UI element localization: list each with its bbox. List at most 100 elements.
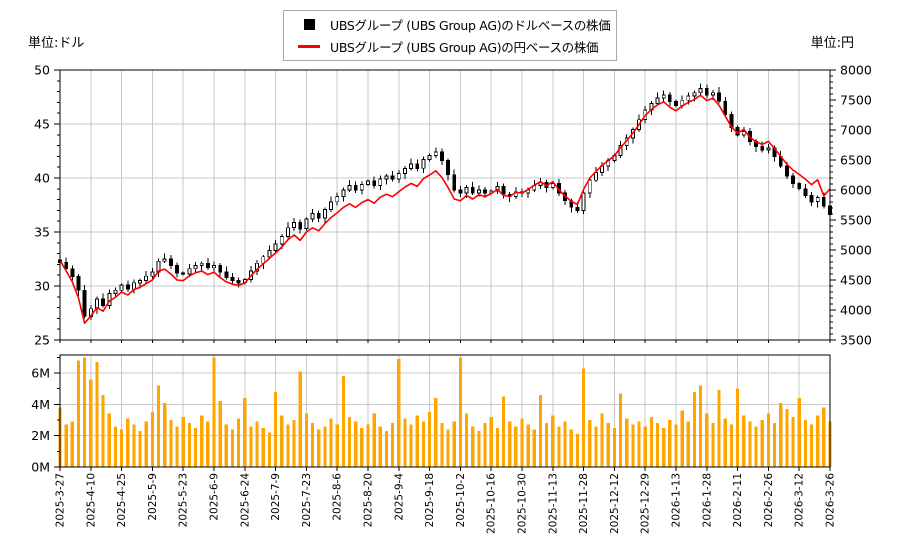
volume-bar xyxy=(95,362,99,467)
volume-bar xyxy=(89,379,93,467)
tick-label: 2025-6-9 xyxy=(209,473,221,521)
tick-label: 2026-3-26 xyxy=(825,473,837,528)
volume-bar xyxy=(545,423,549,467)
volume-bar xyxy=(434,398,438,467)
candle xyxy=(421,159,426,169)
volume-bar xyxy=(391,423,395,467)
legend-usd-label: UBSグループ (UBS Group AG)のドルベースの株価 xyxy=(330,18,611,33)
candle xyxy=(64,261,69,270)
volume-bar xyxy=(686,421,690,467)
candle xyxy=(661,94,666,99)
candle xyxy=(593,172,598,181)
tick-label: 50 xyxy=(34,63,50,78)
candle xyxy=(199,262,204,266)
candle xyxy=(674,100,678,107)
volume-bar xyxy=(138,431,142,467)
volume-bar xyxy=(206,421,210,467)
volume-bar xyxy=(582,368,586,467)
candle xyxy=(378,178,383,187)
candle xyxy=(316,213,321,219)
tick-label: 2025-7-23 xyxy=(301,473,313,527)
volume-bar xyxy=(243,398,247,467)
candle xyxy=(76,275,81,291)
candle xyxy=(119,284,124,291)
volume-bar xyxy=(150,412,154,467)
usd-candle-marker-icon xyxy=(297,19,321,30)
right-axis-unit-label: 単位:円 xyxy=(810,36,854,51)
volume-panel-frame xyxy=(59,354,831,468)
volume-bar xyxy=(384,431,389,467)
candle xyxy=(797,182,802,190)
volume-bar xyxy=(477,431,481,467)
candle xyxy=(359,184,364,191)
candle xyxy=(144,275,149,282)
volume-bar xyxy=(397,358,401,467)
volume-bar xyxy=(175,426,179,467)
candle xyxy=(692,92,697,97)
candle xyxy=(175,265,179,274)
volume-bar xyxy=(347,416,352,467)
volume-bar xyxy=(120,429,124,467)
tick-label: 2025-5-23 xyxy=(178,473,190,527)
candle xyxy=(575,206,580,211)
volume-bar xyxy=(625,418,629,467)
volume-bar xyxy=(680,410,684,467)
volume-bar xyxy=(791,416,795,467)
candle xyxy=(409,163,414,169)
candle xyxy=(698,87,703,94)
candle xyxy=(230,276,235,282)
volume-bar xyxy=(409,424,413,467)
volume-bar xyxy=(717,390,721,467)
volume-bar xyxy=(532,429,536,467)
tick-label: 7500 xyxy=(840,93,872,108)
candle xyxy=(193,265,198,270)
candle xyxy=(298,221,303,230)
volume-bar xyxy=(526,424,530,467)
candle xyxy=(655,97,660,104)
volume-bar xyxy=(643,426,647,467)
tick-label: 2025-6-24 xyxy=(239,473,251,528)
candle xyxy=(205,262,210,269)
candle xyxy=(279,235,284,245)
candle xyxy=(329,201,333,210)
volume-bar xyxy=(612,427,616,467)
tick-label: 2025-8-6 xyxy=(332,473,344,521)
volume-bar xyxy=(286,424,290,467)
volume-bar xyxy=(674,424,678,467)
tick-label: 30 xyxy=(34,279,50,294)
volume-bar xyxy=(575,434,579,467)
candle xyxy=(550,182,555,189)
volume-bar xyxy=(594,426,598,467)
candle xyxy=(353,185,358,191)
volume-bar xyxy=(649,416,653,467)
tick-label: 4M xyxy=(31,397,50,412)
volume-bars xyxy=(58,357,832,467)
candle xyxy=(70,268,75,277)
volume-bar xyxy=(452,421,456,467)
candle xyxy=(335,195,340,203)
volume-bar xyxy=(501,396,506,467)
volume-bar xyxy=(760,420,764,467)
candle xyxy=(446,160,451,176)
volume-bar xyxy=(723,418,727,467)
volume-bar xyxy=(70,421,74,467)
volume-bar xyxy=(378,426,382,467)
volume-bar xyxy=(458,357,462,467)
candle xyxy=(125,284,130,290)
volume-bar xyxy=(200,415,204,467)
volume-bar xyxy=(274,391,278,467)
legend-item-usd: UBSグループ (UBS Group AG)のドルベースの株価 xyxy=(297,16,616,33)
tick-label: 2026-1-28 xyxy=(701,473,713,527)
tick-label: 2026-1-13 xyxy=(671,473,683,527)
volume-bar xyxy=(600,413,604,467)
left-axis-labels: 25 30 35 40 45 50 xyxy=(34,63,50,348)
tick-label: 2025-12-29 xyxy=(640,473,652,534)
volume-bar xyxy=(360,427,364,467)
volume-bar xyxy=(144,421,148,467)
candle xyxy=(784,165,789,177)
candle xyxy=(390,175,395,180)
tick-label: 5000 xyxy=(840,243,872,258)
volume-bar xyxy=(538,394,543,467)
volume-bar xyxy=(218,401,222,467)
candle xyxy=(704,87,709,96)
